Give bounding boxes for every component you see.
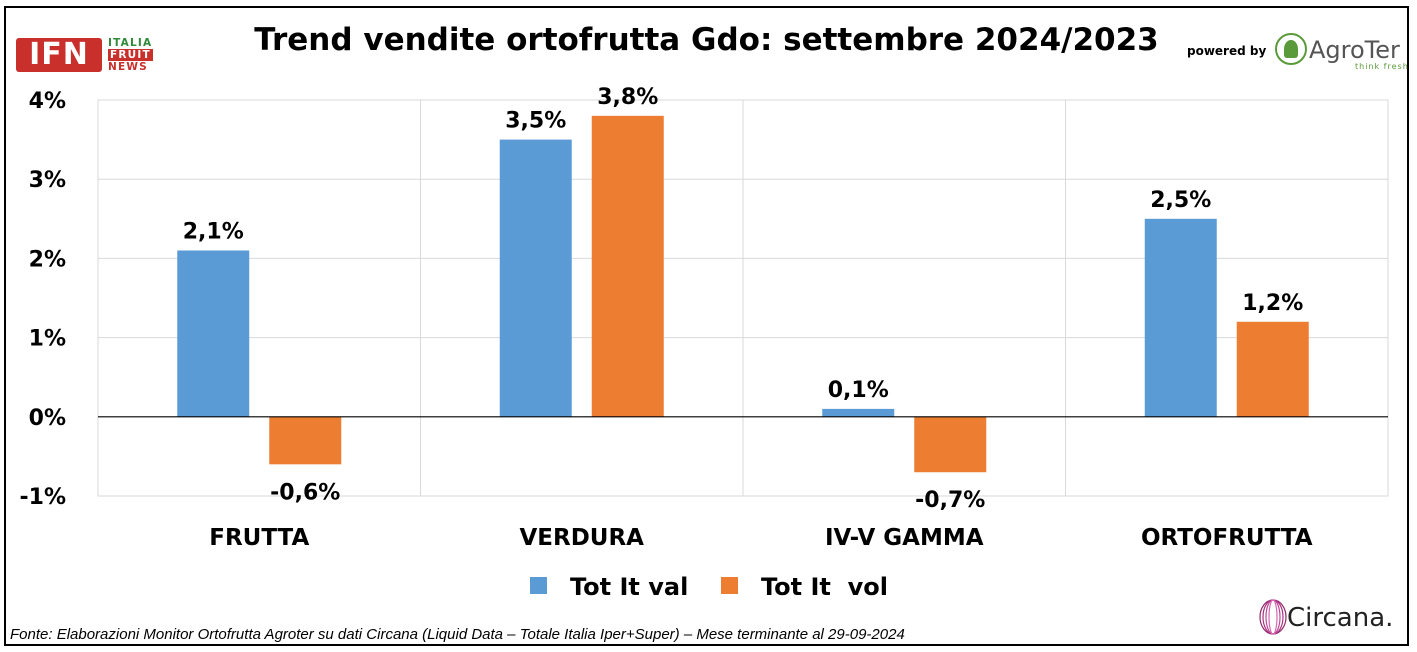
data-label: 1,2%	[1242, 291, 1303, 316]
ifn-logo-line2: FRUIT	[108, 49, 153, 61]
category-label: FRUTTA	[209, 525, 309, 551]
circana-logo-name: Circana.	[1287, 603, 1394, 633]
data-label: 3,8%	[597, 85, 658, 110]
agroter-logo-name: AgroTer	[1309, 36, 1400, 64]
legend-label: Tot It val	[570, 573, 688, 601]
chart-title: Trend vendite ortofrutta Gdo: settembre …	[254, 22, 1159, 58]
bar	[822, 408, 895, 417]
data-label: -0,7%	[915, 488, 985, 513]
y-tick-label: 2%	[29, 247, 66, 272]
bar	[177, 250, 250, 417]
ifn-logo-line3: NEWS	[108, 61, 148, 73]
bar	[914, 416, 987, 473]
data-label: -0,6%	[270, 480, 340, 505]
category-label: ORTOFRUTTA	[1141, 525, 1313, 551]
ifn-logo-line1: ITALIA	[108, 37, 153, 49]
y-tick-label: 0%	[29, 406, 66, 431]
legend-label: Tot It vol	[761, 573, 888, 601]
powered-by-label: powered by	[1187, 44, 1267, 58]
ifn-logo-mark: IFN	[16, 38, 102, 72]
data-label: 3,5%	[505, 109, 566, 134]
data-label: 2,1%	[183, 219, 244, 244]
data-label: 0,1%	[828, 378, 889, 403]
y-tick-label: -1%	[20, 485, 66, 510]
ifn-logo: IFN ITALIA FRUIT NEWS	[16, 37, 158, 74]
bar	[1236, 321, 1309, 417]
y-tick-label: 4%	[29, 89, 66, 114]
agroter-logo-tagline: think fresh	[1355, 62, 1409, 71]
leaf-tree-icon	[1275, 33, 1307, 65]
legend-swatch	[721, 577, 738, 594]
category-label: VERDURA	[519, 525, 644, 551]
y-tick-label: 1%	[29, 327, 66, 352]
bar	[269, 416, 342, 465]
y-tick-label: 3%	[29, 168, 66, 193]
source-note: Fonte: Elaborazioni Monitor Ortofrutta A…	[10, 626, 905, 643]
bar	[591, 115, 664, 417]
circana-swirl-icon	[1259, 599, 1287, 635]
data-label: 2,5%	[1150, 188, 1211, 213]
bar	[1144, 218, 1217, 417]
legend-swatch	[530, 577, 547, 594]
ifn-logo-text: ITALIA FRUIT NEWS	[108, 37, 153, 73]
bar	[499, 139, 572, 417]
category-label: IV-V GAMMA	[825, 525, 984, 551]
